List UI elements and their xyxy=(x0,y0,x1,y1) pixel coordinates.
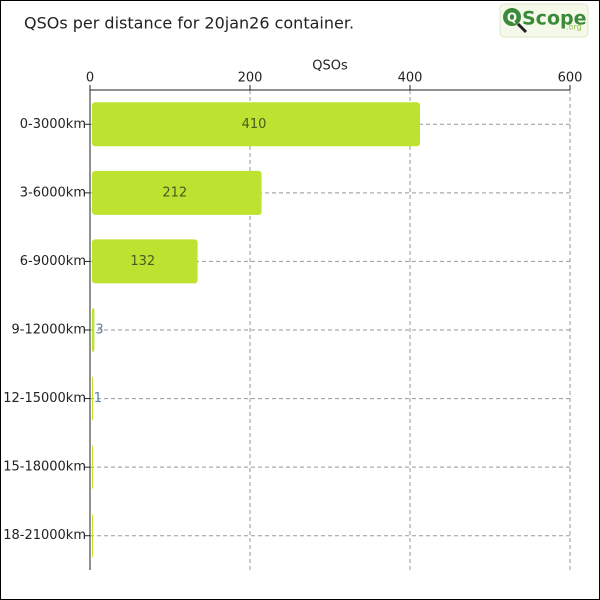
value-label: 1 xyxy=(94,391,102,406)
bar xyxy=(92,308,95,352)
x-tick-label: 0 xyxy=(86,71,94,86)
y-tick-label: 3-6000km xyxy=(20,185,86,200)
bar xyxy=(92,376,93,421)
logo-lens xyxy=(503,8,521,26)
bar xyxy=(92,102,420,147)
logo-handle xyxy=(516,22,528,34)
y-tick-label: 0-3000km xyxy=(20,117,86,132)
logo-text: Scope xyxy=(522,8,587,30)
bar xyxy=(92,170,262,215)
y-tick-label: 6-9000km xyxy=(20,254,86,269)
bar xyxy=(92,445,93,490)
x-tick-label: 400 xyxy=(398,71,423,86)
logo-mark: Q xyxy=(507,11,517,25)
y-tick-label: 15-18000km xyxy=(3,460,86,475)
x-axis-label: QSOs xyxy=(312,59,348,74)
value-label: 3 xyxy=(95,323,103,338)
bar xyxy=(92,513,93,558)
y-tick-label: 9-12000km xyxy=(11,323,86,338)
logo-suffix: .org xyxy=(566,23,582,32)
value-label: 132 xyxy=(130,254,155,269)
x-tick-label: 200 xyxy=(238,71,263,86)
y-tick-label: 18-21000km xyxy=(3,528,86,543)
value-label: 410 xyxy=(242,117,267,132)
bar xyxy=(92,239,198,284)
logo: Q Scope .org xyxy=(499,3,589,38)
value-label: 212 xyxy=(162,185,187,200)
x-tick-label: 600 xyxy=(558,71,583,86)
chart-title: QSOs per distance for 20jan26 container. xyxy=(24,14,354,33)
y-tick-label: 12-15000km xyxy=(3,391,86,406)
